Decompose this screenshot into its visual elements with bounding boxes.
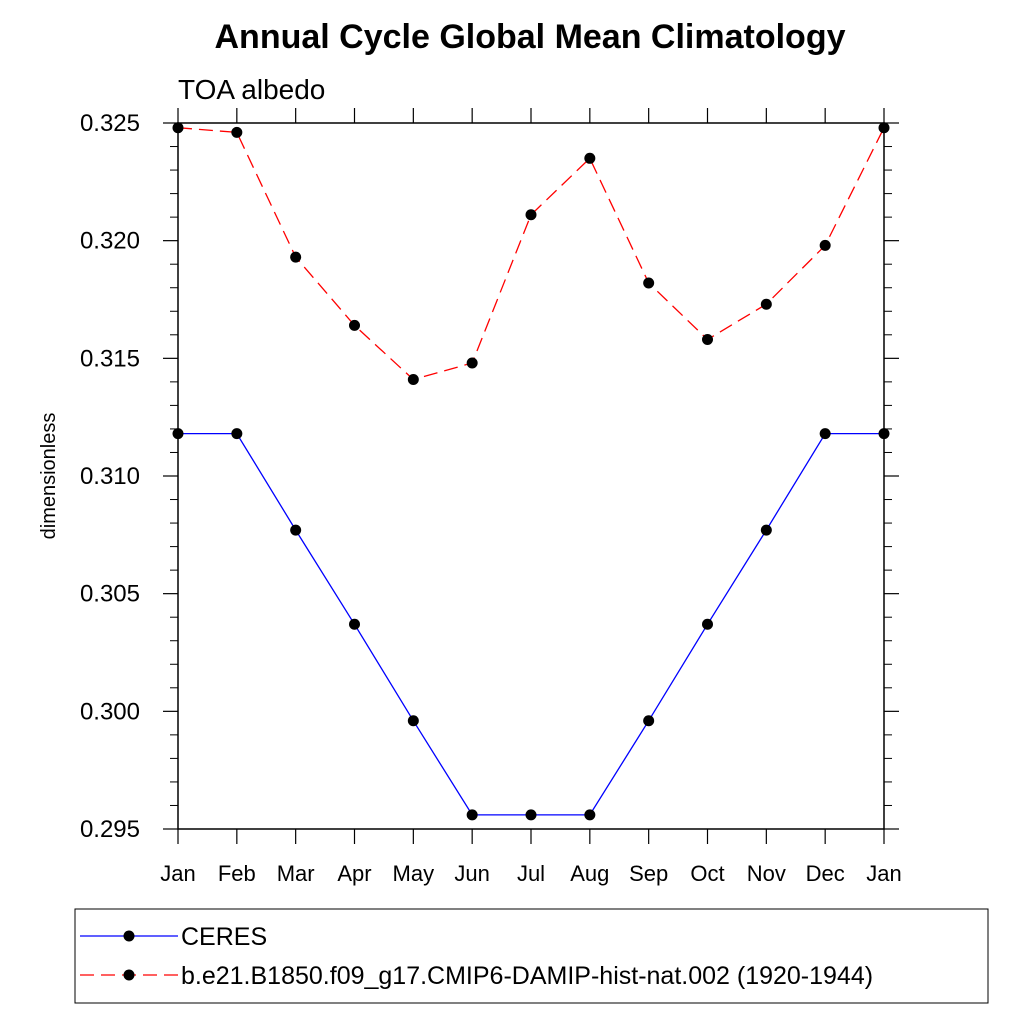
data-point — [760, 524, 772, 536]
legend-label: b.e21.B1850.f09_g17.CMIP6-DAMIP-hist-nat… — [181, 962, 873, 990]
plot-area: 0.295 0.300 0.305 0.310 0.315 0.320 0.325 Jan Fe… — [80, 108, 902, 886]
y-tick-label: 0.305 — [80, 581, 140, 608]
x-tick-label: Nov — [747, 861, 786, 886]
legend-marker — [123, 969, 135, 981]
data-point — [172, 122, 184, 134]
y-tick-label: 0.315 — [80, 345, 140, 372]
x-tick-label: May — [393, 861, 435, 886]
data-point — [525, 809, 537, 821]
data-point — [584, 152, 596, 164]
series-line — [177, 127, 885, 381]
y-tick-label: 0.300 — [80, 698, 140, 725]
data-point — [349, 618, 360, 630]
y-tick-label: 0.320 — [80, 228, 140, 255]
x-tick-label: Sep — [629, 861, 668, 886]
series-line — [178, 432, 884, 816]
chart-title: Annual Cycle Global Mean Climatology — [215, 18, 846, 56]
legend-box — [74, 908, 989, 1004]
x-tick-label: Dec — [806, 861, 845, 886]
data-point — [643, 277, 655, 289]
x-tick-label: Aug — [570, 861, 609, 886]
data-point — [819, 239, 831, 251]
x-tick-label: Jul — [517, 861, 545, 886]
x-tick-label: Apr — [337, 861, 371, 886]
data-point — [231, 428, 243, 440]
data-point — [819, 428, 831, 440]
data-point — [466, 357, 478, 369]
x-tick-label: Mar — [277, 861, 315, 886]
data-point — [290, 524, 302, 536]
plot-frame — [177, 122, 885, 830]
legend: CERES b.e21.B1850.f09_g17.CMIP6-DAMIP-his… — [74, 908, 989, 1004]
legend-marker — [123, 930, 135, 942]
data-point — [643, 715, 655, 727]
data-point — [584, 809, 596, 821]
y-tick-label: 0.295 — [80, 816, 140, 843]
data-point — [760, 298, 772, 310]
data-point — [466, 809, 478, 821]
legend-label: CERES — [181, 923, 267, 951]
data-point — [172, 428, 184, 440]
y-axis-label: dimensionless — [38, 413, 60, 540]
data-point — [878, 122, 890, 134]
data-point — [349, 319, 360, 331]
x-tick-label: Jan — [160, 861, 195, 886]
x-tick-label: Oct — [690, 861, 724, 886]
data-point — [525, 209, 537, 221]
data-point — [702, 334, 713, 346]
y-tick-label: 0.310 — [80, 463, 140, 490]
chart-subtitle: TOA albedo — [178, 74, 325, 105]
data-point — [702, 618, 713, 630]
data-point — [290, 251, 302, 263]
data-point — [407, 715, 419, 727]
y-tick-label: 0.325 — [80, 110, 140, 137]
x-tick-label: Jun — [454, 861, 489, 886]
x-tick-label: Jan — [866, 861, 901, 886]
x-tick-label: Feb — [218, 861, 256, 886]
data-point — [878, 428, 890, 440]
data-point — [407, 374, 419, 386]
data-point — [231, 126, 243, 138]
